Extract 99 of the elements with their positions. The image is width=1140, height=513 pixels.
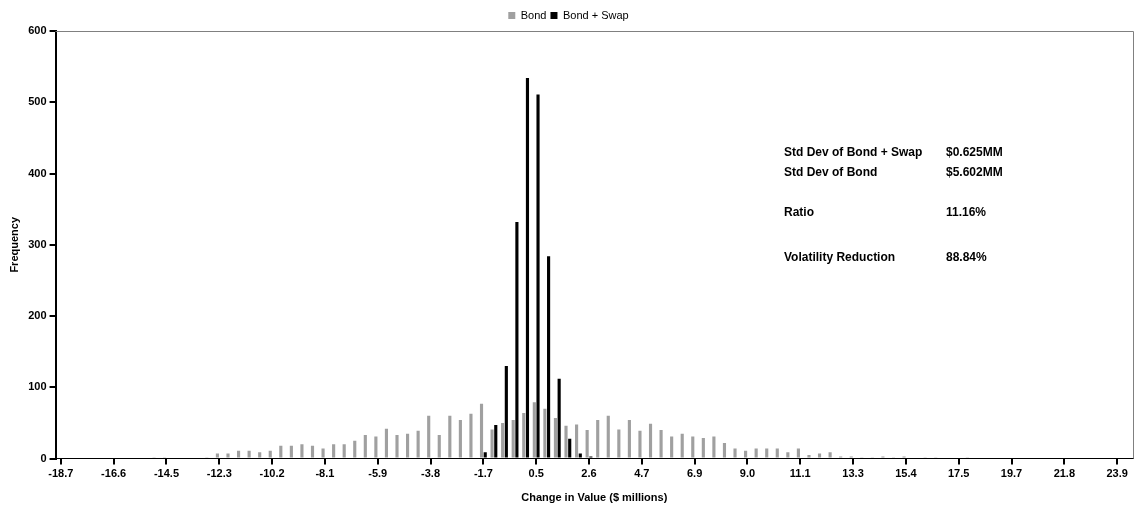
bar <box>384 428 389 458</box>
y-axis-title: Frequency <box>7 216 20 273</box>
bar <box>268 450 272 458</box>
y-tick-label: 600 <box>28 24 47 37</box>
bar <box>310 445 315 458</box>
x-tick-label: 9.0 <box>739 467 756 480</box>
bar <box>279 445 283 458</box>
bar <box>416 430 420 458</box>
bar <box>479 403 484 458</box>
x-tick-label: 23.9 <box>1106 467 1128 480</box>
x-tick-label: -18.7 <box>48 467 74 480</box>
bar <box>670 436 674 458</box>
bar <box>648 423 653 458</box>
bar <box>215 453 220 458</box>
bar <box>596 420 600 458</box>
bar <box>458 420 462 458</box>
x-tick-label: -1.7 <box>473 467 493 480</box>
x-tick-label: 15.4 <box>895 467 918 480</box>
bar <box>543 408 547 458</box>
x-tick-label: -16.6 <box>101 467 127 480</box>
bar <box>490 429 494 458</box>
bar <box>448 415 452 458</box>
y-tick-label: 100 <box>28 380 47 393</box>
bar <box>321 448 325 458</box>
bar <box>342 444 346 458</box>
annotation: Volatility Reduction <box>784 250 896 265</box>
x-tick-label: 6.9 <box>686 467 703 480</box>
y-tick-label: 0 <box>40 451 47 464</box>
bar <box>469 413 473 458</box>
bar <box>501 422 505 458</box>
legend-label: Bond <box>520 8 547 21</box>
bar <box>247 450 251 458</box>
bar <box>236 450 241 458</box>
x-tick-label: -8.1 <box>315 467 335 480</box>
bar <box>796 448 800 458</box>
x-tick-label: 2.6 <box>581 467 597 480</box>
annotation: Std Dev of Bond + Swap <box>784 145 923 160</box>
bar <box>733 448 737 458</box>
annotation: 11.16% <box>946 205 987 220</box>
bar <box>395 435 399 458</box>
bar <box>606 415 610 458</box>
bar <box>691 436 695 458</box>
bar <box>765 448 769 458</box>
annotation: 88.84% <box>946 250 988 265</box>
bar <box>617 429 621 458</box>
x-tick-label: 11.1 <box>789 467 811 480</box>
y-tick-label: 400 <box>28 166 47 179</box>
bar <box>427 415 431 458</box>
y-tick-label: 300 <box>28 237 47 250</box>
bar <box>754 448 758 458</box>
bar <box>585 430 589 458</box>
bar <box>680 433 684 458</box>
bar <box>627 420 631 458</box>
bar <box>226 453 230 458</box>
bar <box>363 435 367 458</box>
x-tick-label: 19.7 <box>1000 467 1023 480</box>
bar <box>722 442 727 458</box>
bar <box>289 445 293 458</box>
bar <box>638 430 642 458</box>
x-tick-label: -14.5 <box>153 467 180 480</box>
bar <box>258 452 262 458</box>
bar <box>744 450 748 458</box>
bar <box>511 420 515 458</box>
bar <box>807 455 811 458</box>
x-tick-label: -5.9 <box>368 467 388 480</box>
bar <box>659 430 663 458</box>
bar <box>575 424 579 458</box>
x-tick-label: 4.7 <box>634 467 650 480</box>
x-tick-label: 13.3 <box>842 467 864 480</box>
bar <box>300 444 304 458</box>
bar <box>374 436 378 458</box>
bar <box>817 453 822 458</box>
bar <box>828 452 832 458</box>
x-tick-label: 21.8 <box>1053 467 1076 480</box>
bar <box>437 435 441 458</box>
x-tick-label: -10.2 <box>259 467 285 480</box>
annotation: $5.602MM <box>946 165 1003 180</box>
bar <box>522 412 526 458</box>
annotation: Std Dev of Bond <box>784 165 878 180</box>
legend-label: Bond + Swap <box>562 8 629 21</box>
bar <box>712 436 716 458</box>
bar <box>775 448 779 458</box>
bar <box>406 433 410 458</box>
bar <box>564 425 568 458</box>
bar <box>353 440 357 458</box>
bar <box>553 417 558 458</box>
bar <box>786 452 790 458</box>
bar <box>332 444 336 458</box>
x-tick-label: -12.3 <box>206 467 232 480</box>
bar <box>532 402 536 458</box>
y-tick-label: 200 <box>28 309 47 322</box>
x-tick-label: 0.5 <box>528 467 544 480</box>
annotation: $0.625MM <box>946 145 1003 160</box>
x-tick-label: -3.8 <box>421 467 441 480</box>
y-tick-label: 500 <box>28 95 47 108</box>
x-axis-title: Change in Value ($ millions) <box>521 491 668 504</box>
bar <box>701 437 705 458</box>
x-tick-label: 17.5 <box>948 467 970 480</box>
annotation: Ratio <box>784 205 814 220</box>
